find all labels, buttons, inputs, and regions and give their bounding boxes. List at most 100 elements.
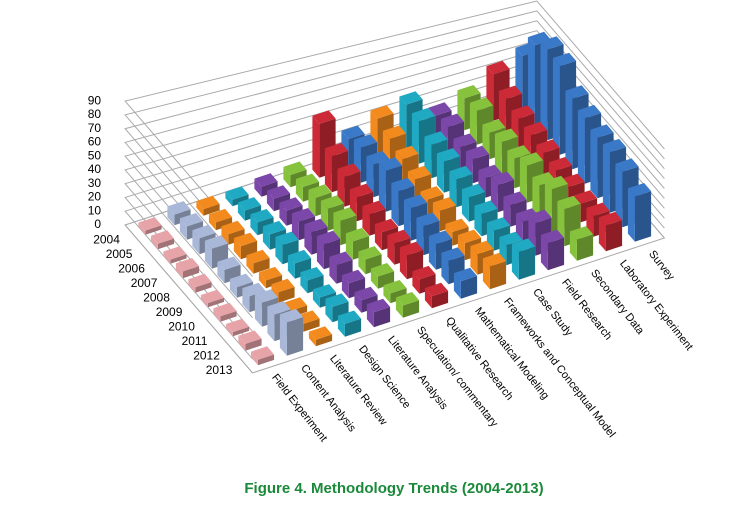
bar-side [518, 246, 536, 280]
bar-front [399, 247, 407, 280]
bar-top [598, 211, 623, 226]
bar [366, 298, 391, 328]
bar [540, 229, 565, 271]
z-tick-label: 0 [94, 217, 101, 231]
bar-top [420, 186, 444, 200]
bar-front [474, 205, 482, 237]
bar-top [150, 230, 175, 244]
bar [598, 211, 623, 252]
bar-front [246, 255, 254, 274]
bar-front [511, 243, 519, 280]
bar-front [590, 129, 598, 199]
bar-side [195, 282, 212, 293]
bar-top [482, 119, 506, 133]
year-label: 2009 [156, 305, 183, 319]
bar-top [457, 85, 481, 99]
bar-front [192, 230, 200, 255]
bar-side [344, 318, 362, 337]
bar-top [474, 200, 498, 214]
bar-front [237, 202, 245, 221]
bar-top [200, 289, 225, 304]
bar-front [366, 304, 374, 328]
bar [250, 346, 275, 366]
bar-top [457, 229, 482, 244]
bar-top [573, 190, 598, 204]
grid-line [124, 20, 665, 277]
bar-top [238, 330, 262, 344]
bar-top [271, 278, 295, 293]
bar [246, 249, 270, 274]
bar-top [383, 280, 407, 294]
bar [188, 273, 212, 293]
bar-top [266, 185, 291, 199]
year-label: 2004 [93, 233, 120, 247]
bar-top [428, 102, 452, 116]
year-label: 2005 [106, 247, 133, 261]
bar [258, 266, 283, 289]
bar-front [345, 233, 353, 260]
bar [453, 267, 478, 299]
bar-front [300, 272, 308, 294]
bar-top [204, 235, 229, 249]
bar-top [441, 247, 465, 261]
bar-top [354, 286, 378, 301]
bar-front [391, 183, 399, 227]
bar-top [233, 232, 258, 247]
bar-front [378, 162, 386, 212]
year-label: 2012 [193, 349, 220, 363]
bar-top [615, 158, 639, 172]
bar-top [428, 230, 453, 244]
bar-top [370, 105, 394, 119]
bar-top [453, 133, 477, 147]
bar-top [237, 197, 262, 211]
bar-side [215, 217, 233, 231]
bar-front [312, 115, 320, 178]
bar-side [257, 354, 275, 366]
bar-top [552, 52, 577, 67]
bar-top [333, 207, 357, 221]
bar-top [445, 218, 469, 232]
bar-front [565, 90, 573, 170]
bar-top [382, 125, 407, 139]
bar-top [192, 224, 216, 239]
bar-front [167, 206, 175, 226]
bar-front [428, 235, 436, 270]
z-tick-label: 10 [88, 203, 102, 217]
bar-front [358, 251, 366, 275]
bar [254, 173, 278, 197]
bar-front [308, 189, 316, 217]
bar [395, 292, 420, 318]
bar [208, 208, 233, 231]
bar-side [634, 191, 652, 242]
bar-top [179, 213, 204, 227]
bar-top [536, 139, 560, 153]
bar-top [358, 246, 382, 260]
bar-top [188, 273, 212, 288]
bar-top [287, 249, 312, 264]
method-label: Survey [646, 248, 677, 283]
bar-side [390, 288, 407, 304]
bar-front [362, 206, 370, 236]
year-label: 2013 [206, 363, 233, 377]
bar-front [482, 258, 490, 290]
bar-top [532, 172, 556, 186]
bar-front [540, 41, 548, 141]
bar [337, 310, 362, 337]
bar-top [254, 289, 279, 303]
bar-side [157, 238, 175, 250]
bar-top [300, 267, 324, 281]
bar-top [295, 173, 320, 187]
bar-top [395, 292, 420, 306]
bar-top [275, 231, 299, 245]
bar-top [412, 265, 436, 280]
bar [237, 197, 262, 221]
bar-front [229, 278, 237, 298]
bar-front [569, 231, 577, 261]
bar-top [163, 246, 187, 260]
bar-top [217, 256, 241, 270]
z-tick-label: 80 [88, 107, 102, 121]
bar-top [341, 269, 366, 284]
bar [221, 220, 245, 245]
bar-side [170, 254, 187, 264]
bar-front [250, 351, 258, 366]
